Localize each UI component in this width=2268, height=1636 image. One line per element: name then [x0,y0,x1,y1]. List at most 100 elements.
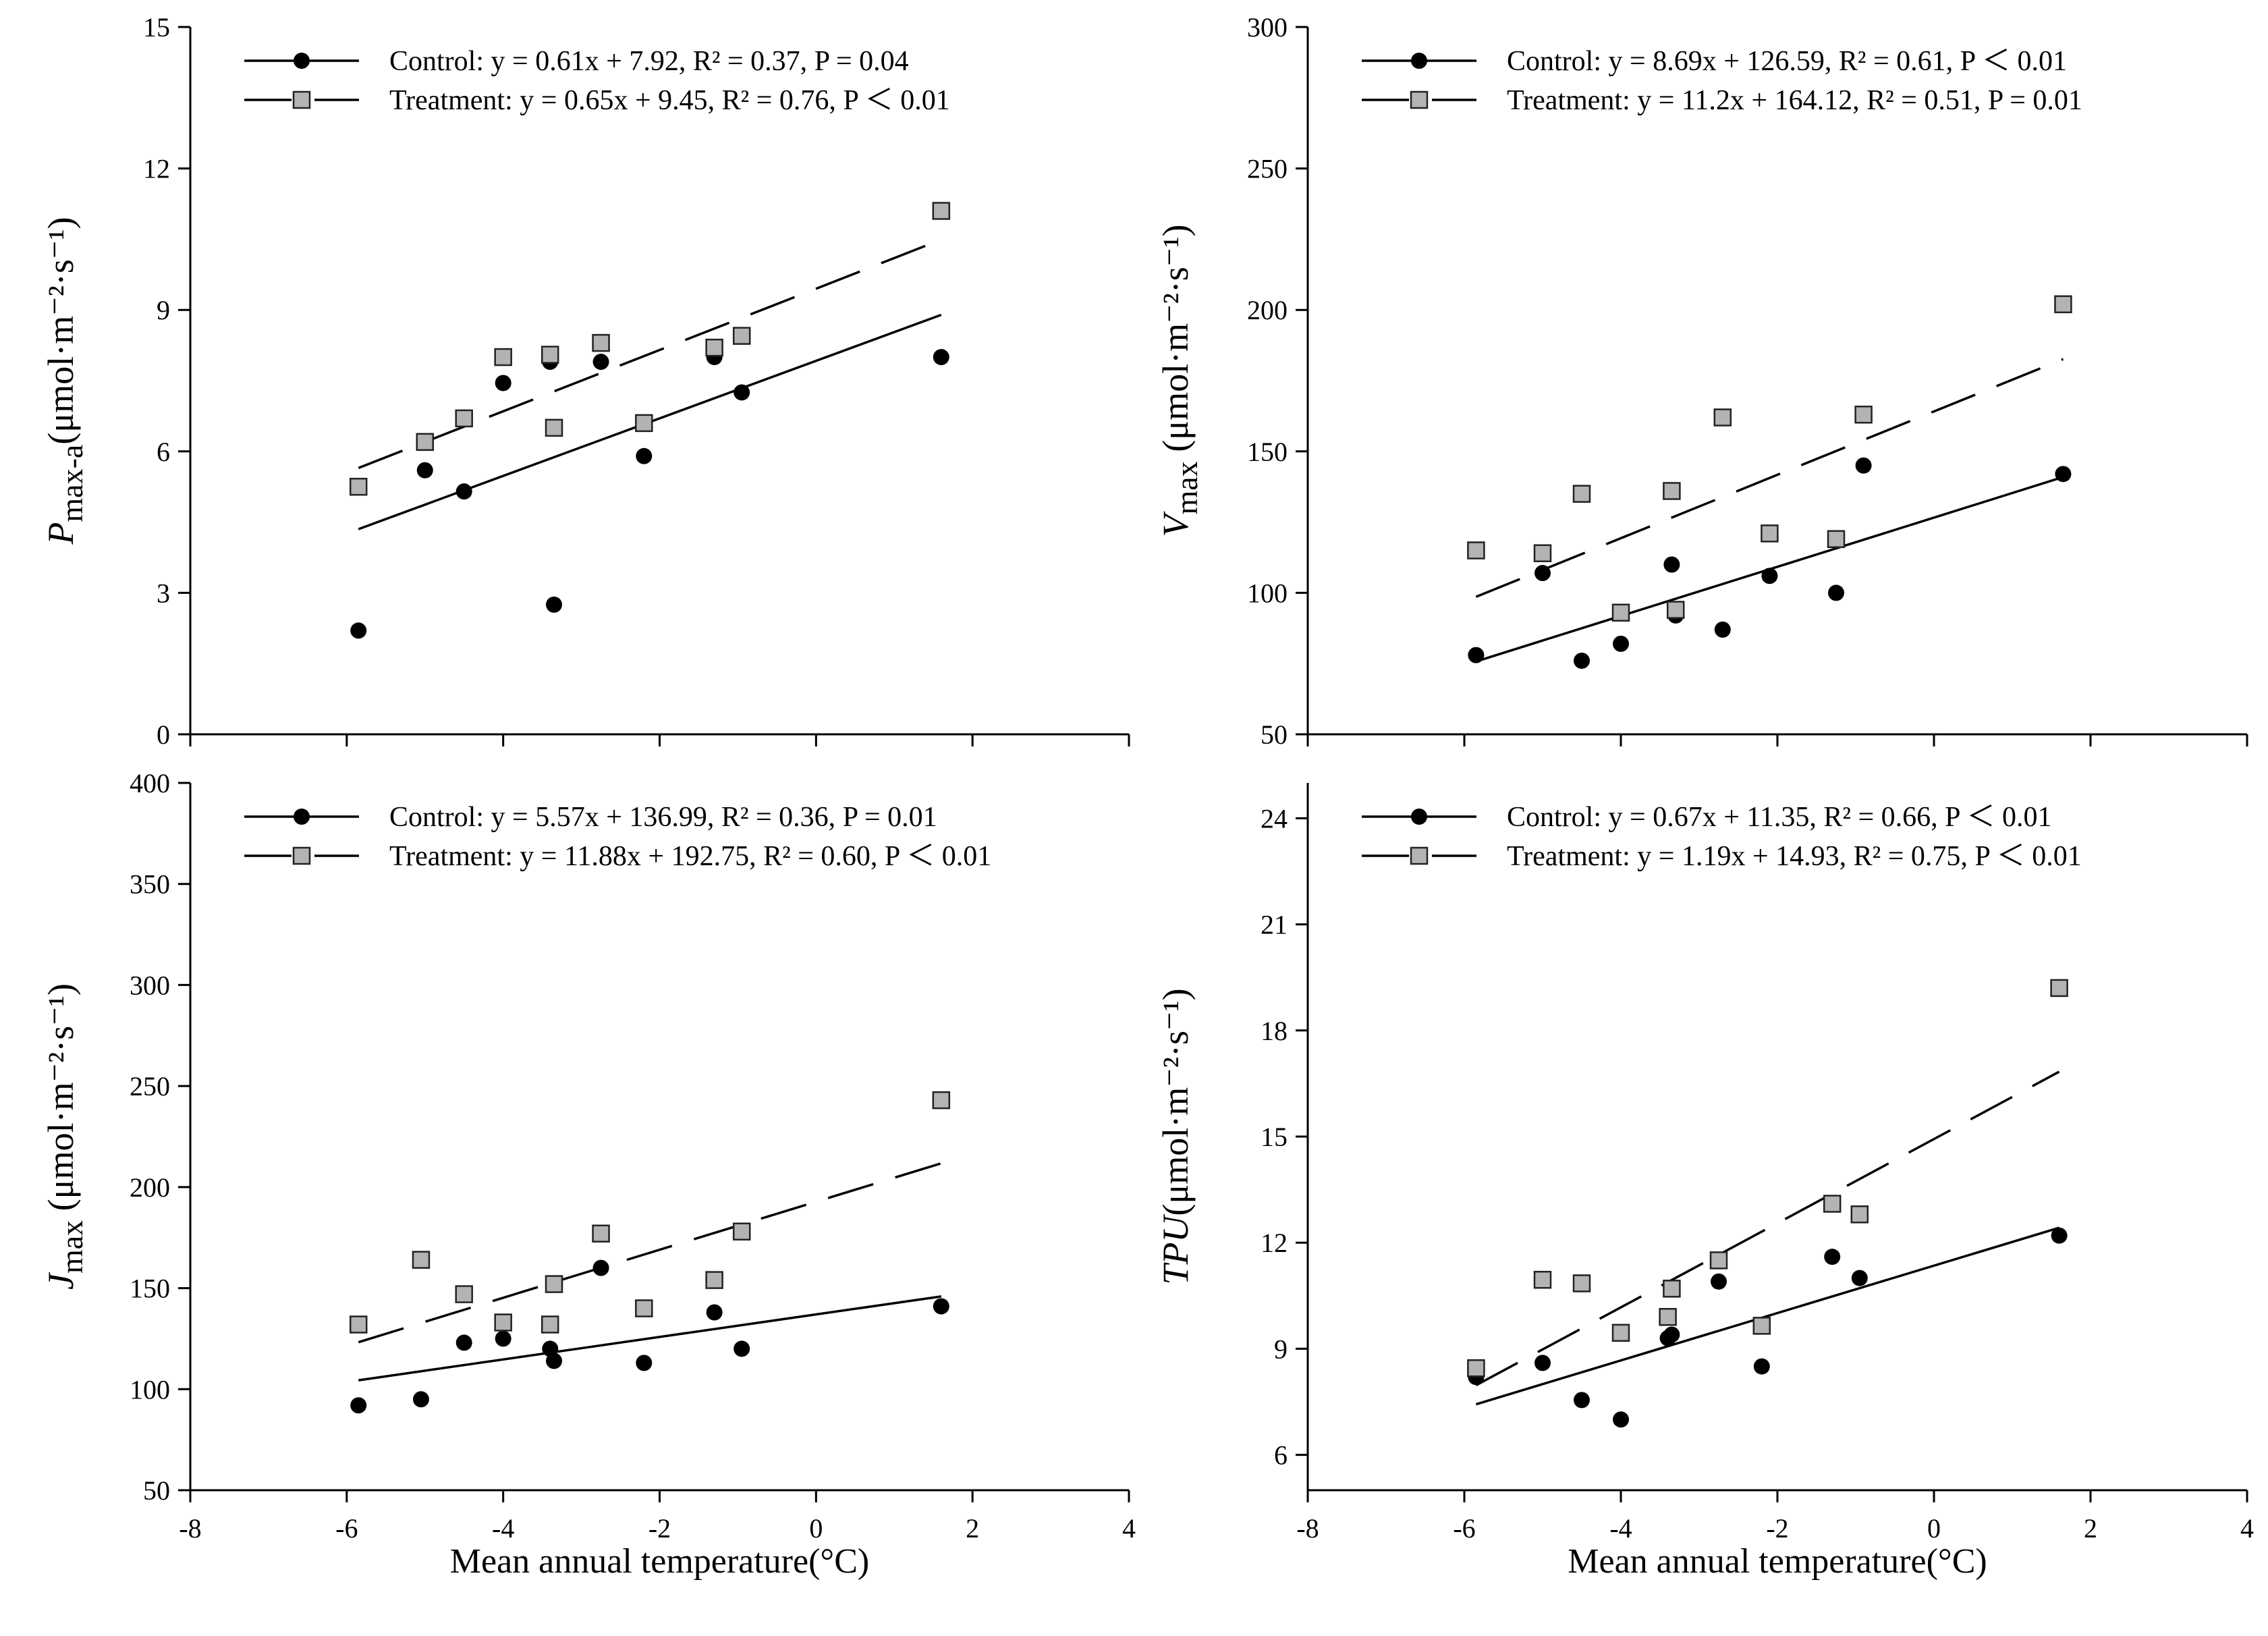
data-point-control [636,1355,653,1371]
data-point-treatment [1467,541,1485,560]
data-point-control [2051,1227,2068,1244]
x-tick-label: -8 [1296,1513,1319,1544]
y-tick-label: 50 [143,1475,170,1506]
data-point-treatment [1410,846,1429,865]
y-tick-label: 9 [1274,1334,1288,1364]
y-tick-label: 6 [1274,1440,1288,1471]
data-point-control [1753,1358,1770,1375]
data-point-treatment [292,846,311,865]
y-tick-label: 350 [130,869,170,900]
data-point-control [734,1340,750,1357]
legend-entry-treatment: Treatment: y = 0.65x + 9.45, R² = 0.76, … [389,85,950,116]
data-point-control [546,1353,563,1369]
x-tick-label: 0 [809,1513,823,1544]
legend-entry-treatment: Treatment: y = 11.88x + 192.75, R² = 0.6… [389,841,991,872]
data-point-treatment [541,346,559,364]
y-tick-label: 12 [1261,1228,1288,1258]
data-point-control [933,349,949,366]
x-tick-label: -4 [492,1513,514,1544]
y-axis-label-subscript: max [55,1220,89,1274]
data-point-treatment [494,1313,512,1332]
data-point-treatment [1533,544,1552,562]
data-point-treatment [732,1222,751,1240]
data-point-treatment [635,1299,653,1317]
x-tick-label: -4 [1609,1513,1632,1544]
data-point-treatment [455,409,473,428]
data-point-control [1851,1270,1868,1286]
legend-p: P ＜ 0.01 [843,85,949,116]
legend-entry-control: Control: y = 0.67x + 11.35, R² = 0.66, P… [1507,802,2051,833]
data-point-control [416,462,433,479]
legend: Control: y = 8.69x + 126.59, R² = 0.61, … [1362,46,2082,116]
legend-r2: R² = 0.51, [1866,85,1988,116]
fit-line-treatment [1475,358,2064,598]
data-point-control [1663,1326,1680,1343]
data-point-treatment [1850,1205,1869,1224]
x-tick-label: -6 [1453,1513,1475,1544]
data-point-control [1761,568,1778,584]
series-treatment [349,1091,951,1344]
y-tick-label: 400 [130,768,170,798]
y-tick-label: 150 [1247,437,1288,467]
data-point-control [546,596,563,613]
x-tick-label: 2 [966,1513,979,1544]
y-axis-label: Pmax-a(μmol·m⁻²·s⁻¹) [40,217,89,545]
y-tick-label: 300 [130,970,170,1000]
legend-equation: y = 11.2x + 164.12, [1637,85,1866,116]
data-point-treatment [1611,1324,1630,1342]
legend-entry-control: Control: y = 8.69x + 126.59, R² = 0.61, … [1507,46,2067,77]
y-axis-label-unit: (μmol·m⁻²·s⁻¹) [1155,225,1196,462]
legend: Control: y = 0.61x + 7.92, R² = 0.37, P … [244,46,950,116]
x-tick-label: -2 [1766,1513,1788,1544]
data-point-treatment [1410,90,1429,109]
legend-p: P ＜ 0.01 [885,841,991,872]
data-point-treatment [1572,485,1591,503]
legend-r2: R² = 0.36, [721,802,843,833]
series-treatment [1467,295,2072,622]
data-point-control [350,1397,367,1414]
data-point-treatment [1467,1359,1485,1378]
data-point-treatment [2054,295,2072,314]
data-point-control [933,1298,949,1315]
legend-equation: y = 0.65x + 9.45, [520,85,721,116]
legend-series-name: Control: [1507,46,1609,77]
data-point-treatment [1659,1307,1677,1326]
y-tick-label: 300 [1247,12,1288,43]
data-point-treatment [1761,524,1779,543]
legend-r2: R² = 0.75, [1854,841,1975,872]
data-point-treatment [1663,1280,1681,1298]
data-point-control [495,1330,511,1347]
data-point-control [1824,1249,1841,1265]
data-point-control [734,384,750,401]
data-point-control [1468,647,1485,663]
y-axis-label-unit: (μmol·m⁻²·s⁻¹) [40,217,81,444]
x-tick-label: -2 [648,1513,671,1544]
legend-entry-control: Control: y = 0.61x + 7.92, R² = 0.37, P … [389,46,909,77]
legend-equation: y = 11.88x + 192.75, [520,841,763,872]
y-tick-label: 50 [1261,719,1288,750]
y-tick-label: 250 [1247,154,1288,184]
data-point-control [706,1304,723,1321]
data-point-treatment [545,418,563,437]
x-tick-label: -8 [179,1513,201,1544]
y-axis-label-symbol: TPU [1155,1214,1196,1285]
y-tick-label: 6 [157,437,170,467]
data-point-treatment [1533,1270,1552,1289]
legend-r2: R² = 0.60, [763,841,885,872]
data-point-treatment [412,1251,431,1269]
data-point-treatment [455,1285,473,1303]
data-point-control [2055,466,2072,483]
data-point-control [455,1334,472,1351]
legend-equation: y = 0.61x + 7.92, [491,46,693,77]
y-axis-label: Vmax (μmol·m⁻²·s⁻¹) [1155,225,1204,537]
data-point-treatment [592,1224,610,1243]
data-point-treatment [732,327,751,345]
legend-equation: y = 0.67x + 11.35, [1609,802,1824,833]
y-tick-label: 12 [143,154,170,184]
data-point-control [1411,809,1427,825]
data-point-control [1828,584,1844,601]
y-tick-label: 15 [143,12,170,43]
legend-series-name: Treatment: [389,85,520,116]
data-point-treatment [349,477,368,496]
